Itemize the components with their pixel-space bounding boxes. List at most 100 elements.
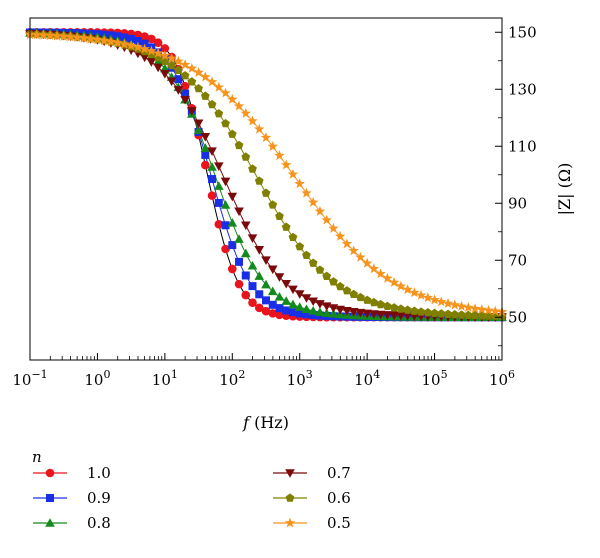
y-axis-label: |Z| (Ω)	[555, 163, 574, 216]
marker-0.7	[187, 107, 197, 116]
marker-0.8	[315, 307, 325, 316]
marker-0.5	[213, 81, 225, 92]
marker-0.5	[281, 159, 292, 170]
marker-1.0	[261, 306, 271, 316]
marker-0.5	[402, 284, 413, 295]
marker-0.8	[274, 291, 285, 301]
marker-0.6	[409, 306, 419, 315]
marker-0.7	[335, 305, 345, 315]
legend-label: 0.9	[87, 489, 111, 507]
marker-0.6	[214, 109, 224, 118]
marker-0.7	[146, 58, 157, 67]
x-tick-label: 105	[422, 368, 448, 389]
marker-0.5	[361, 257, 373, 268]
marker-0.5	[429, 294, 440, 305]
marker-0.5	[146, 45, 157, 56]
marker-0.6	[173, 65, 183, 74]
marker-0.7	[348, 308, 359, 317]
marker-1.0	[275, 310, 284, 320]
marker-0.5	[314, 205, 326, 216]
y-tick-label: 70	[508, 251, 527, 269]
marker-0.9	[282, 306, 291, 315]
marker-0.6	[221, 118, 230, 128]
marker-0.6	[463, 310, 473, 319]
marker-0.5	[179, 59, 191, 70]
marker-0.5	[51, 30, 63, 41]
marker-0.6	[470, 310, 480, 320]
marker-0.5	[422, 292, 434, 303]
marker-0.9	[221, 221, 230, 230]
x-tick-label: 101	[152, 368, 178, 389]
marker-0.5	[267, 141, 278, 151]
marker-0.5	[186, 62, 198, 73]
marker-0.6	[342, 286, 352, 295]
marker-0.6	[295, 242, 305, 251]
series-line-0.6	[29, 33, 503, 317]
marker-1.0	[227, 264, 237, 274]
legend-label: 1.0	[87, 464, 111, 482]
marker-0.6	[275, 211, 284, 221]
marker-0.5	[348, 245, 359, 256]
marker-1.0	[248, 298, 257, 307]
marker-0.7	[274, 273, 285, 282]
y-tick-label: 110	[508, 137, 537, 155]
marker-0.9	[201, 150, 210, 159]
marker-0.7	[234, 207, 244, 217]
marker-0.6	[430, 308, 439, 317]
marker-0.9	[302, 310, 311, 319]
marker-0.5	[395, 280, 407, 291]
marker-0.5	[368, 263, 380, 274]
marker-0.9	[214, 198, 223, 207]
marker-0.5	[85, 33, 96, 44]
marker-1.0	[254, 303, 264, 313]
marker-0.9	[248, 282, 257, 291]
marker-0.8	[247, 260, 258, 270]
marker-0.5	[415, 289, 427, 300]
marker-0.6	[376, 299, 385, 309]
marker-0.6	[322, 271, 332, 280]
marker-0.9	[309, 311, 318, 320]
marker-1.0	[153, 38, 163, 47]
marker-0.5	[78, 32, 90, 43]
marker-0.5	[31, 29, 42, 40]
marker-0.5	[240, 107, 251, 118]
y-axis-ticks: 50 70 90 110 130 150	[495, 23, 537, 347]
legend-label: 0.6	[327, 489, 351, 507]
series-line-0.5	[29, 34, 503, 313]
marker-0.7	[342, 306, 352, 316]
legend-item-0.5: 0.5	[273, 514, 351, 532]
marker-0.6	[383, 301, 392, 310]
legend-marker	[45, 468, 55, 478]
marker-0.6	[308, 258, 318, 267]
marker-0.6	[396, 304, 406, 313]
marker-0.5	[294, 178, 305, 189]
marker-1.0	[140, 32, 149, 41]
marker-0.7	[214, 162, 224, 171]
marker-0.6	[362, 295, 372, 304]
marker-0.8	[301, 304, 312, 313]
legend-item-1.0: 1.0	[33, 464, 111, 482]
marker-0.5	[119, 38, 130, 49]
marker-0.5	[112, 37, 123, 48]
marker-0.5	[206, 76, 218, 87]
marker-0.6	[369, 297, 379, 307]
marker-0.6	[261, 188, 271, 197]
marker-0.9	[268, 300, 277, 309]
marker-0.7	[200, 132, 211, 142]
legend-marker	[46, 494, 54, 502]
legend: 1.0 0.9 0.8 0.7 0.6 0.5	[33, 464, 351, 532]
marker-0.6	[450, 310, 460, 319]
marker-0.5	[247, 115, 258, 126]
marker-0.5	[132, 41, 144, 52]
marker-0.5	[159, 50, 171, 61]
marker-1.0	[234, 279, 244, 289]
marker-0.5	[71, 32, 83, 43]
marker-0.8	[220, 200, 231, 209]
marker-0.7	[315, 300, 325, 309]
marker-0.9	[295, 309, 304, 318]
x-tick-label: 104	[354, 368, 380, 389]
marker-1.0	[268, 309, 278, 318]
marker-0.6	[315, 265, 325, 274]
marker-0.6	[187, 77, 197, 86]
marker-0.5	[375, 268, 386, 279]
